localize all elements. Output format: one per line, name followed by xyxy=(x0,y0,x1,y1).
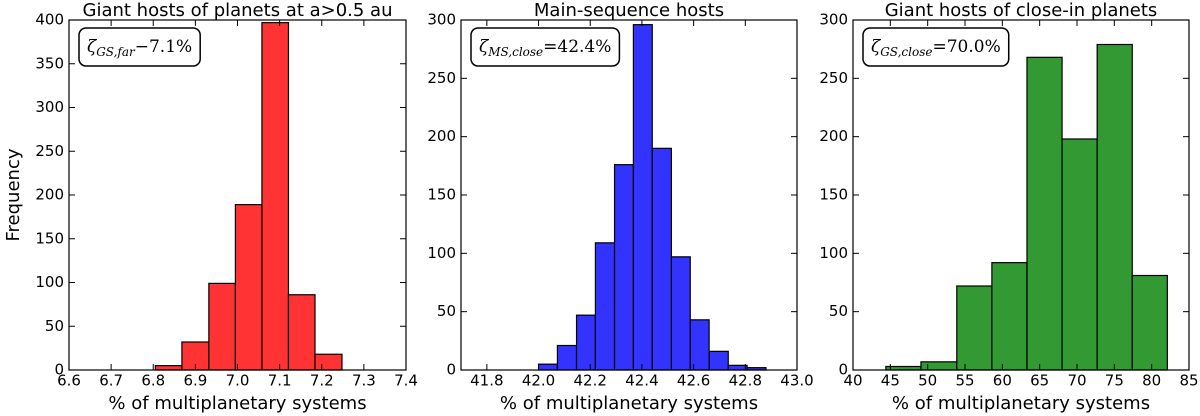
bar xyxy=(537,363,559,371)
y-tick-label: 50 xyxy=(45,317,64,335)
bar xyxy=(956,285,993,371)
bar xyxy=(1096,43,1133,371)
bar xyxy=(556,344,578,371)
y-axis-label: Frequency xyxy=(3,148,24,241)
y-tick-label: 250 xyxy=(819,69,848,87)
annotation-text: ζGS,far−7.1% xyxy=(87,37,192,59)
annotation-box xyxy=(78,27,201,67)
x-tick-label: 42.0 xyxy=(522,372,555,390)
annotation-text: ζMS,close=42.4% xyxy=(479,37,611,59)
x-tick-label: 80 xyxy=(1142,372,1161,390)
x-tick-label: 41.8 xyxy=(470,372,503,390)
x-tick-label: 6.6 xyxy=(57,372,81,390)
annotation-value: −7.1% xyxy=(135,37,192,57)
bar xyxy=(689,319,710,371)
chart-title: Main-sequence hosts xyxy=(534,0,724,21)
bar xyxy=(632,24,653,371)
chart-title: Giant hosts of planets at a>0.5 au xyxy=(83,0,393,21)
annotation: ζMS,close=42.4% xyxy=(470,27,621,67)
bar xyxy=(261,22,290,371)
bar xyxy=(708,350,729,371)
y-tick-label: 300 xyxy=(819,11,848,29)
x-tick-label: 42.6 xyxy=(677,372,710,390)
x-tick-label: 6.8 xyxy=(141,372,165,390)
bar xyxy=(154,365,183,371)
bar xyxy=(208,282,236,371)
x-tick-label: 70 xyxy=(1067,372,1086,390)
x-axis-label: % of multiplanetary systems xyxy=(108,393,366,414)
y-tick-label: 350 xyxy=(35,54,64,72)
x-tick-label: 7.4 xyxy=(394,372,418,390)
x-tick-label: 43.0 xyxy=(780,372,813,390)
x-tick-label: 75 xyxy=(1105,372,1124,390)
bar xyxy=(314,353,343,371)
annotation-symbol: ζ xyxy=(871,37,882,57)
y-tick-label: 100 xyxy=(819,244,848,262)
x-tick-label: 6.7 xyxy=(99,372,123,390)
bar xyxy=(920,361,958,371)
y-tick-label: 150 xyxy=(819,186,848,204)
x-axis-label: % of multiplanetary systems xyxy=(500,393,758,414)
bar xyxy=(651,147,672,371)
annotation-subscript: MS,close xyxy=(487,45,543,59)
x-tick-label: 42.8 xyxy=(729,372,762,390)
bar xyxy=(727,364,748,371)
y-tick-label: 250 xyxy=(35,142,64,160)
y-tick-label: 50 xyxy=(437,302,456,320)
y-tick-label: 200 xyxy=(35,186,64,204)
annotation-box xyxy=(862,27,1010,67)
y-tick-label: 0 xyxy=(54,361,64,379)
x-tick-label: 42.2 xyxy=(574,372,607,390)
bar xyxy=(1026,56,1063,371)
bar xyxy=(1131,274,1168,371)
y-tick-label: 100 xyxy=(427,244,456,262)
bar xyxy=(991,262,1028,371)
x-tick-label: 60 xyxy=(993,372,1012,390)
bar xyxy=(1061,138,1098,371)
y-tick-label: 150 xyxy=(427,186,456,204)
x-axis-label: % of multiplanetary systems xyxy=(892,393,1150,414)
bar xyxy=(670,256,691,371)
x-tick-label: 65 xyxy=(1030,372,1049,390)
annotation-symbol: ζ xyxy=(479,37,490,57)
annotation: ζGS,far−7.1% xyxy=(78,27,201,67)
bar xyxy=(594,242,616,371)
chart-title: Giant hosts of close-in planets xyxy=(885,0,1158,21)
x-tick-label: 85 xyxy=(1179,372,1198,390)
x-tick-label: 6.9 xyxy=(183,372,207,390)
y-tick-label: 200 xyxy=(427,127,456,145)
y-tick-label: 0 xyxy=(838,361,848,379)
annotation-box xyxy=(470,27,621,67)
y-tick-label: 50 xyxy=(829,302,848,320)
annotation-value: =42.4% xyxy=(543,37,611,57)
x-tick-label: 40 xyxy=(843,372,862,390)
y-tick-label: 200 xyxy=(819,127,848,145)
y-tick-label: 0 xyxy=(446,361,456,379)
bar xyxy=(575,314,596,371)
annotation-value: =70.0% xyxy=(932,37,1000,57)
y-tick-label: 300 xyxy=(427,11,456,29)
annotation-subscript: GS,close xyxy=(880,45,932,59)
x-tick-label: 7.1 xyxy=(268,372,292,390)
x-tick-label: 7.3 xyxy=(352,372,376,390)
bar xyxy=(613,164,634,371)
x-tick-label: 50 xyxy=(918,372,937,390)
x-tick-label: 7.0 xyxy=(226,372,250,390)
x-tick-label: 7.2 xyxy=(310,372,334,390)
annotation-text: ζGS,close=70.0% xyxy=(871,37,1001,59)
bar xyxy=(234,204,263,371)
y-tick-label: 150 xyxy=(35,229,64,247)
bar xyxy=(287,294,316,371)
y-tick-label: 100 xyxy=(35,273,64,291)
x-tick-label: 42.4 xyxy=(625,372,658,390)
y-tick-label: 400 xyxy=(35,11,64,29)
y-tick-label: 300 xyxy=(35,98,64,116)
annotation: ζGS,close=70.0% xyxy=(862,27,1010,67)
x-tick-label: 45 xyxy=(881,372,900,390)
annotation-symbol: ζ xyxy=(87,37,98,57)
y-tick-label: 250 xyxy=(427,69,456,87)
annotation-subscript: GS,far xyxy=(96,45,136,59)
x-tick-label: 55 xyxy=(955,372,974,390)
